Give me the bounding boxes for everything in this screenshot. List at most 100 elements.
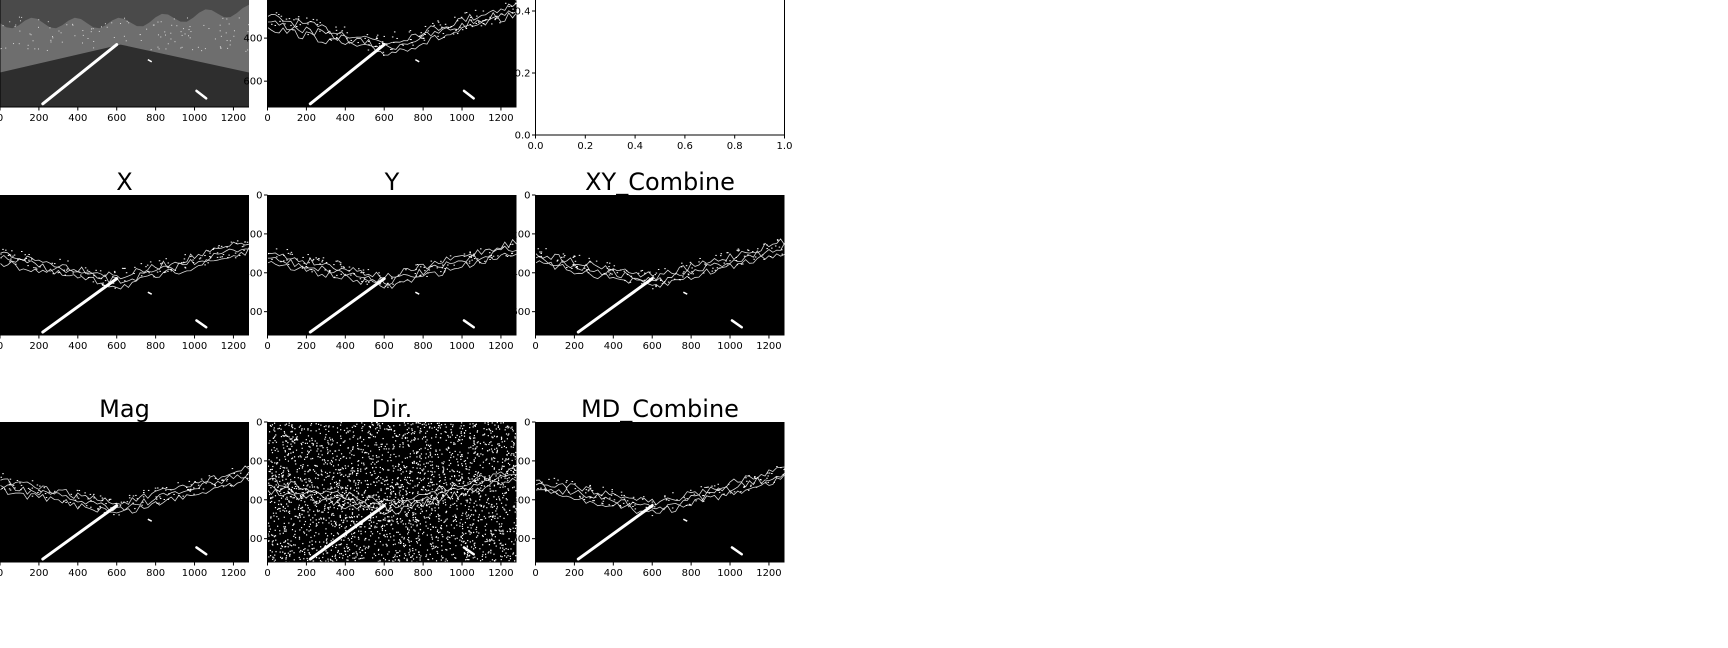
noise-pixel xyxy=(418,535,420,537)
edge-fragment xyxy=(335,26,337,28)
noise-pixel xyxy=(436,497,439,499)
texture-speck xyxy=(27,48,29,50)
edge-fragment xyxy=(310,269,312,271)
noise-pixel xyxy=(458,480,460,482)
noise-pixel xyxy=(450,454,452,456)
noise-pixel xyxy=(324,436,327,438)
noise-pixel xyxy=(493,468,495,470)
noise-pixel xyxy=(512,442,515,444)
noise-pixel xyxy=(332,545,334,547)
noise-pixel xyxy=(425,457,427,459)
edge-fragment xyxy=(422,498,424,500)
noise-pixel xyxy=(417,484,419,486)
edge-fragment xyxy=(443,36,445,38)
noise-pixel xyxy=(325,425,327,427)
noise-pixel xyxy=(461,473,463,475)
noise-pixel xyxy=(346,427,348,429)
noise-pixel xyxy=(474,546,477,549)
noise-pixel xyxy=(295,438,298,440)
noise-pixel xyxy=(447,531,449,533)
edge-fragment xyxy=(97,507,99,509)
edge-fragment xyxy=(767,472,769,474)
noise-pixel xyxy=(498,498,501,500)
edge-fragment xyxy=(573,256,575,258)
noise-pixel xyxy=(279,556,282,558)
noise-pixel xyxy=(315,557,318,559)
texture-speck xyxy=(180,31,182,33)
edge-fragment xyxy=(564,255,566,257)
edge-fragment xyxy=(128,494,131,496)
noise-pixel xyxy=(338,556,341,559)
noise-pixel xyxy=(461,463,463,465)
noise-pixel xyxy=(268,431,271,433)
left-lane-line xyxy=(308,277,386,334)
edge-fragment xyxy=(469,251,471,253)
texture-speck xyxy=(9,21,11,23)
noise-pixel xyxy=(448,532,450,534)
noise-pixel xyxy=(329,506,331,508)
noise-pixel xyxy=(385,543,387,545)
noise-pixel xyxy=(350,470,352,472)
noise-pixel xyxy=(342,487,344,489)
edge-fragment xyxy=(317,487,319,489)
noise-pixel xyxy=(370,521,373,523)
edge-fragment xyxy=(233,473,235,475)
noise-pixel xyxy=(363,557,365,559)
noise-pixel xyxy=(309,469,311,471)
texture-speck xyxy=(52,37,54,39)
edge-fragment xyxy=(338,261,341,263)
edge-fragment xyxy=(668,499,670,501)
noise-pixel xyxy=(515,500,517,502)
noise-pixel xyxy=(274,435,276,437)
noise-pixel xyxy=(289,496,292,498)
noise-pixel xyxy=(289,438,291,440)
noise-pixel xyxy=(330,439,332,441)
edge-fragment xyxy=(159,496,161,498)
edge-fragment xyxy=(182,495,184,497)
noise-pixel xyxy=(493,457,495,459)
edge-fragment xyxy=(59,258,61,260)
noise-pixel xyxy=(426,444,428,446)
noise-pixel xyxy=(483,515,485,518)
noise-pixel xyxy=(361,502,363,504)
noise-pixel xyxy=(298,556,300,559)
noise-pixel xyxy=(347,547,350,549)
edge-fragment xyxy=(170,270,173,272)
noise-pixel xyxy=(288,501,290,503)
noise-pixel xyxy=(327,488,329,490)
noise-pixel xyxy=(293,544,295,546)
noise-pixel xyxy=(445,426,447,428)
noise-pixel xyxy=(501,482,503,484)
noise-pixel xyxy=(383,518,385,521)
edge-fragment xyxy=(609,269,612,271)
edge-fragment xyxy=(623,498,626,500)
edge-fragment xyxy=(511,12,514,14)
noise-pixel xyxy=(391,491,393,493)
noise-pixel xyxy=(344,517,347,519)
edge-fragment xyxy=(567,491,570,493)
texture-speck xyxy=(58,30,60,32)
noise-pixel xyxy=(308,451,310,453)
edge-fragment xyxy=(100,277,103,279)
noise-pixel xyxy=(284,541,286,543)
noise-pixel xyxy=(496,503,498,505)
noise-pixel xyxy=(438,520,440,522)
edge-fragment xyxy=(163,272,166,274)
noise-pixel xyxy=(272,496,274,498)
noise-pixel xyxy=(447,447,449,450)
noise-pixel xyxy=(411,556,413,558)
noise-pixel xyxy=(473,519,475,521)
noise-pixel xyxy=(294,459,296,462)
noise-pixel xyxy=(412,550,414,552)
edge-fragment xyxy=(420,274,422,276)
edge-fragment xyxy=(716,489,719,491)
noise-pixel xyxy=(301,447,303,449)
edge-fragment xyxy=(386,43,388,45)
texture-speck xyxy=(87,37,89,39)
noise-pixel xyxy=(285,434,287,436)
noise-pixel xyxy=(418,506,420,508)
noise-pixel xyxy=(311,548,314,550)
edge-fragment xyxy=(193,493,195,495)
noise-pixel xyxy=(387,451,389,453)
noise-pixel xyxy=(274,449,276,452)
